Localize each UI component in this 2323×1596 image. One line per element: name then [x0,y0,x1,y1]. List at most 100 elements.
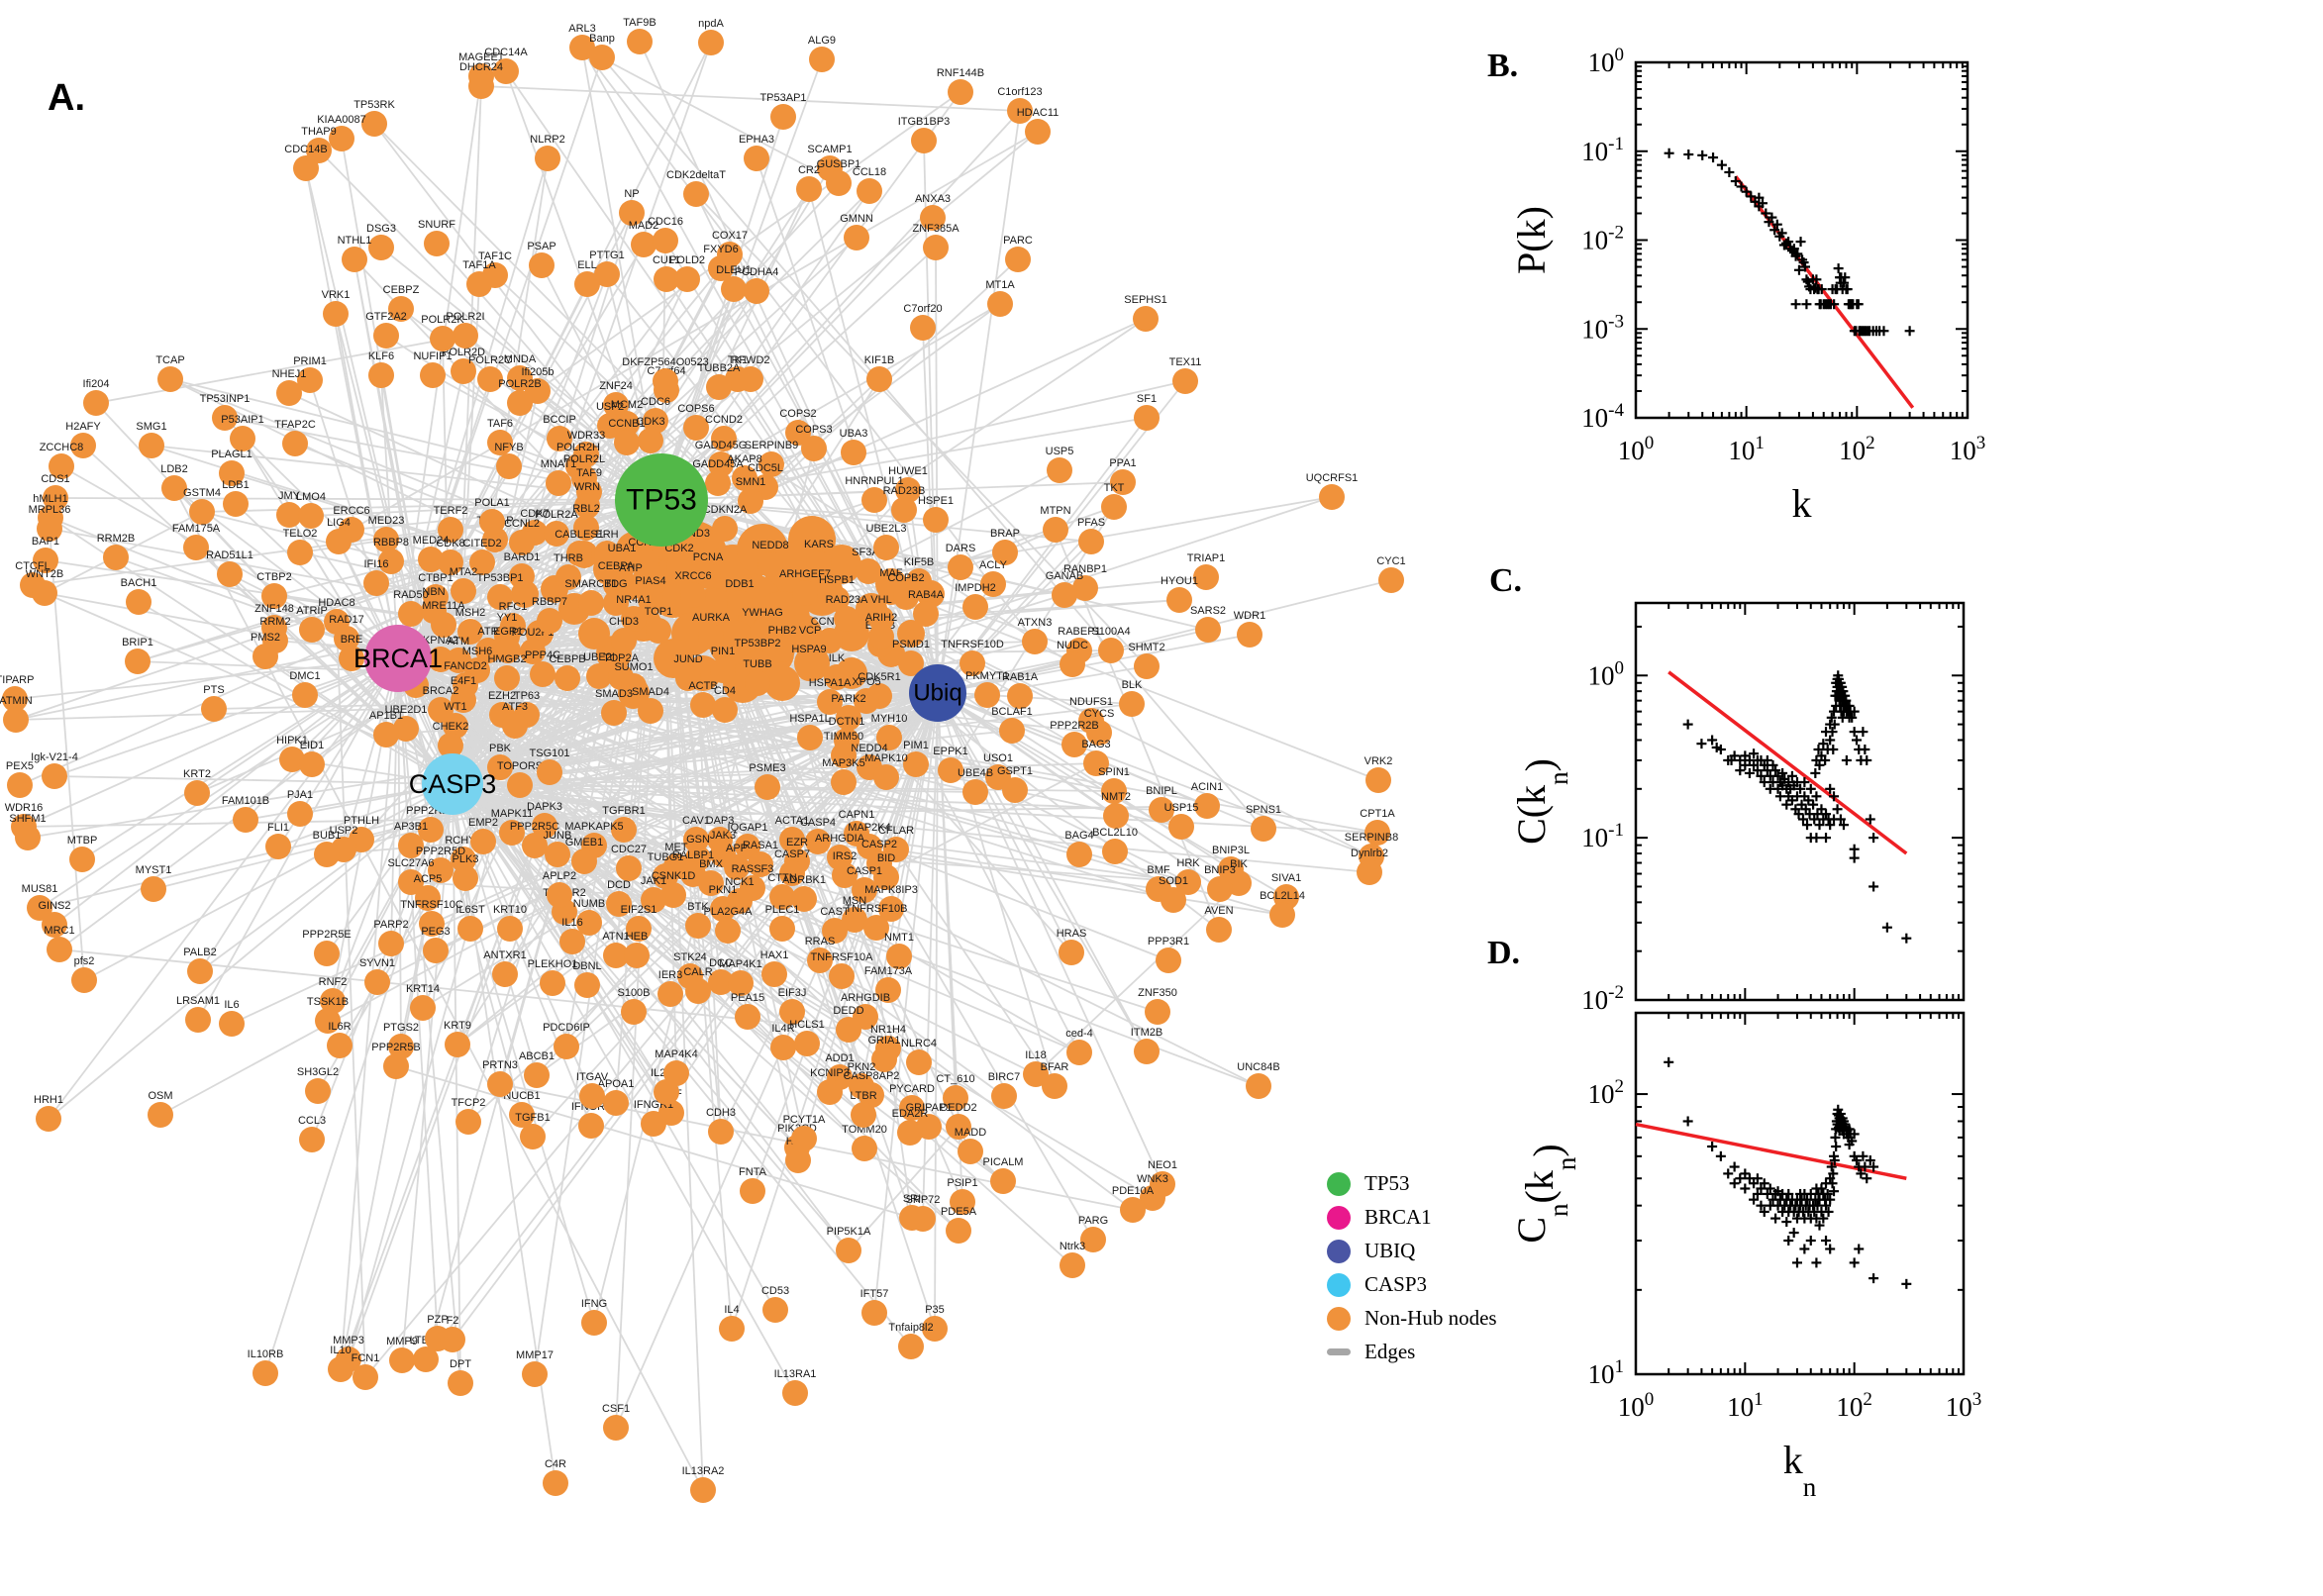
network-node-UBE2L3: UBE2L3 [866,523,906,560]
network-node-EIF2S1: EIF2S1 [621,904,656,942]
network-node-POLA1: POLA1 [474,497,510,535]
network-node-CDC27: CDC27 [611,844,647,881]
network-node-MSN: MSN [842,895,867,933]
network-node-MNDA: MNDA [504,353,537,391]
network-node-HNRNPUL1: HNRNPUL1 [845,475,904,513]
network-node-FLI1: FLI1 [265,822,291,859]
network-node-P53AIP1: P53AIP1 [221,414,264,451]
network-node-GTF2A2: GTF2A2 [365,311,407,349]
network-node-PYCARD: PYCARD [889,1083,935,1121]
panel-label-c: C. [1489,562,1523,599]
network-node-PPP2R5B: PPP2R5B [371,1042,421,1079]
network-node-BCCIP: BCCIP [543,414,576,451]
network-hub-Ubiq: Ubiq [909,664,966,722]
network-node-PEA15: PEA15 [731,992,764,1030]
network-node-ATF3: ATF3 [502,701,528,739]
network-node-NUFIP1: NUFIP1 [413,350,453,388]
network-node-PSIP1: PSIP1 [947,1177,978,1215]
network-node-HYOU1: HYOU1 [1161,575,1198,613]
network-node-DMC1: DMC1 [289,670,321,708]
network-node-GSPT1: GSPT1 [997,765,1033,803]
network-node-PTGS2: PTGS2 [383,1022,419,1059]
network-node-GMNN: GMNN [840,213,873,250]
chart-C-points [1682,670,1912,944]
network-node-TIMM50: TIMM50 [824,731,863,768]
network-node-TNFRSF10A: TNFRSF10A [811,951,873,989]
network-node-TRIAP1: TRIAP1 [1187,552,1225,590]
network-node-BUB1: BUB1 [313,830,341,867]
network-node-PEG3: PEG3 [421,926,451,963]
network-node-MAD2: MAD2 [629,220,658,257]
network-node-HMGB2: HMGB2 [487,653,527,691]
network-node-TFAP2C: TFAP2C [274,419,316,456]
network-node-PEX5: PEX5 [6,760,34,798]
network-node-RAD50: RAD50 [393,589,429,627]
network-node-MUS81: MUS81 [22,883,57,921]
network-node-LMO4: LMO4 [296,491,326,529]
network-node-ADRBK1: ADRBK1 [782,874,826,912]
network-node-DARS: DARS [946,543,975,580]
network-node-TDG: TDG [603,578,629,616]
network-node-MYH10: MYH10 [871,713,907,750]
network-node-CABLES1: CABLES1 [555,529,604,566]
network-node-JAK1: JAK1 [641,875,666,913]
network-node-FCN1: FCN1 [352,1352,379,1390]
network-node-CYC1: CYC1 [1376,555,1406,593]
network-node-Ntrk3: Ntrk3 [1060,1241,1085,1278]
network-node-MAPK10: MAPK10 [864,752,908,790]
network-node-CCL18: CCL18 [853,166,886,204]
network-node-TNFRSF10C: TNFRSF10C [400,899,463,937]
network-node-KRT2: KRT2 [183,768,211,806]
network-node-HSPA1L: HSPA1L [789,713,831,750]
network-node-PCDHA4: PCDHA4 [735,266,778,304]
edge-swatch-icon [1327,1348,1351,1355]
network-node-RNF2: RNF2 [319,976,347,1014]
network-node-CSNK1D: CSNK1D [652,870,695,908]
network-node-CDH3: CDH3 [706,1107,736,1145]
network-node-KIF1B: KIF1B [864,354,894,392]
network-node-SYVN1: SYVN1 [359,957,395,995]
network-node-TCAP: TCAP [155,354,185,392]
network-node-CASP7: CASP7 [774,848,810,886]
svg-text:10-3: 10-3 [1581,311,1624,344]
network-node-SHFM1: SHFM1 [9,813,47,850]
network-node-CDK2deltaT: CDK2deltaT [666,169,726,207]
network-node-MT1A: MT1A [985,279,1015,317]
network-node-PLA2G4A: PLA2G4A [704,906,753,944]
network-node-AKAP8: AKAP8 [727,453,762,491]
network-node-CR2: CR2 [796,164,822,202]
network-node-HDAC11: HDAC11 [1017,107,1059,145]
network-node-MSH2: MSH2 [455,607,485,645]
network-node-PICALM: PICALM [983,1156,1023,1194]
network-node-BNIP3: BNIP3 [1204,864,1236,902]
network-node-BCL2L10: BCL2L10 [1092,827,1138,864]
legend-item-non-hub-nodes: Non-Hub nodes [1327,1306,1497,1331]
network-node-PLEC1: PLEC1 [765,904,799,942]
network-node-ACTB: ACTB [688,680,718,718]
network-node-IL13RA2: IL13RA2 [682,1465,724,1503]
network-node-THAP9: THAP9 [301,126,337,163]
network-node-ARL3: ARL3 [568,23,596,60]
network-node-CDS1: CDS1 [41,473,70,511]
network-node-MAP4K4: MAP4K4 [655,1048,698,1086]
network-node-ALG9: ALG9 [808,35,836,72]
network-node-DKFZP564O0523: DKFZP564O0523 [622,356,709,394]
network-node-VRK1: VRK1 [322,289,350,327]
svg-text:100: 100 [1588,45,1625,77]
network-node-KRT10: KRT10 [493,904,527,942]
network-node-S100B: S100B [617,987,651,1025]
network-node-SRI: SRI [899,1193,925,1231]
network-node-GANAB: GANAB [1046,570,1083,608]
network-node-IL10RB: IL10RB [248,1348,283,1386]
network-node-TP53BP2: TP53BP2 [734,638,781,675]
network-node-ILK: ILK [824,652,850,690]
network-node-BTK: BTK [685,901,711,939]
network-node-MTPN: MTPN [1040,505,1071,543]
network-node-DPT: DPT [448,1358,473,1396]
network-node-JMY: JMY [276,490,302,528]
network-node-PRTN3: PRTN3 [482,1059,518,1097]
network-node-EID1: EID1 [299,740,325,777]
network-node-MYST1: MYST1 [136,864,171,902]
network-node-Ifi204: Ifi204 [83,378,109,416]
